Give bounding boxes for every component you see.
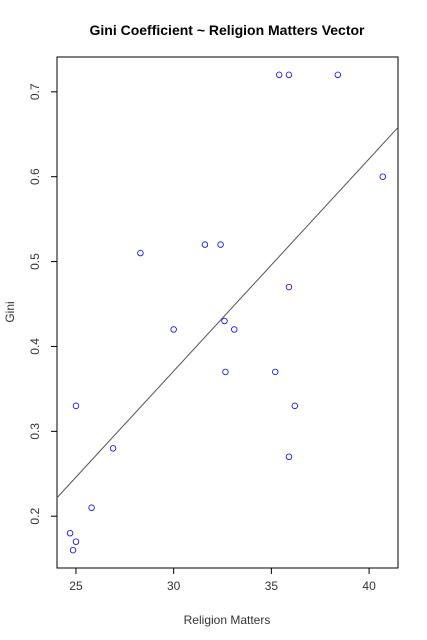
point [69, 546, 77, 554]
x-tick-label: 35 [265, 579, 279, 593]
point [379, 173, 386, 180]
plot-frame [56, 56, 399, 569]
y-tick-label: 0.4 [28, 338, 42, 355]
x-axis-label: Religion Matters [184, 613, 271, 627]
point [285, 71, 293, 79]
y-tick-label: 0.2 [28, 508, 42, 525]
y-tick-label: 0.3 [28, 423, 42, 440]
point [66, 529, 74, 537]
point [72, 402, 80, 410]
regression-line [56, 127, 399, 499]
point [137, 249, 144, 257]
y-tick-label: 0.5 [28, 253, 42, 270]
chart-title: Gini Coefficient ~ Religion Matters Vect… [90, 22, 366, 38]
x-tick-label: 30 [167, 579, 181, 593]
point [291, 402, 299, 410]
point [231, 326, 238, 333]
point [221, 317, 228, 325]
point [334, 71, 342, 79]
y-tick-label: 0.7 [28, 83, 42, 100]
point [201, 241, 209, 248]
point [285, 283, 293, 291]
point [72, 538, 80, 545]
x-tick-label: 40 [362, 579, 376, 593]
point [170, 326, 177, 333]
point [275, 71, 283, 79]
point [88, 504, 95, 511]
point [109, 445, 117, 452]
point [272, 368, 279, 376]
y-axis-label: Gini [3, 301, 17, 322]
y-tick-label: 0.6 [28, 168, 42, 185]
point [285, 453, 293, 461]
point [217, 241, 224, 248]
point [222, 368, 229, 376]
x-tick-label: 25 [69, 579, 83, 593]
